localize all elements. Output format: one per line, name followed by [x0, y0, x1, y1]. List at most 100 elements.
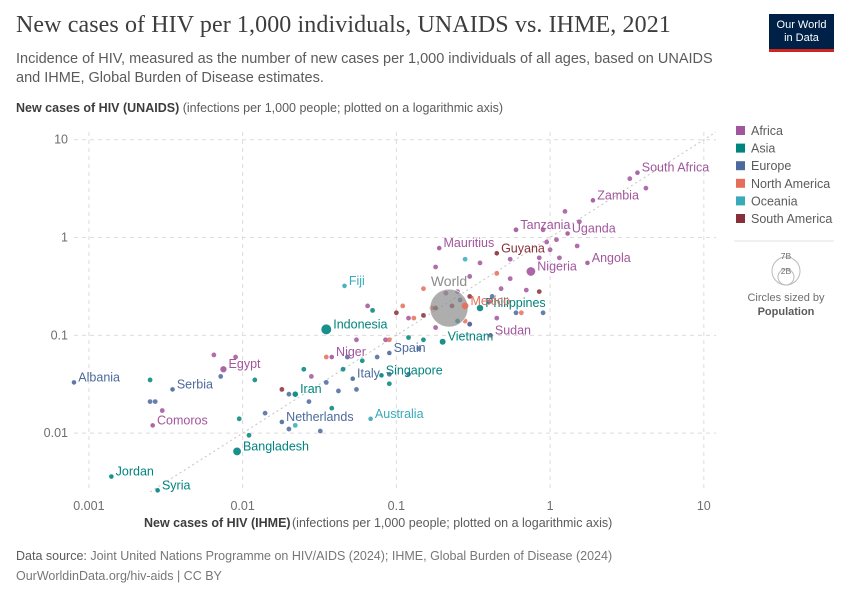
data-point[interactable] — [585, 260, 590, 266]
data-point[interactable] — [562, 209, 568, 214]
data-point[interactable] — [513, 227, 519, 233]
data-point[interactable] — [379, 373, 384, 378]
data-point[interactable] — [354, 337, 359, 343]
data-point[interactable] — [370, 307, 375, 313]
data-point[interactable] — [627, 176, 633, 182]
data-point[interactable] — [421, 312, 426, 318]
data-point[interactable] — [286, 426, 292, 432]
data-point[interactable] — [252, 377, 258, 383]
data-point[interactable] — [147, 399, 153, 405]
data-point[interactable] — [383, 337, 388, 343]
data-point[interactable] — [152, 399, 158, 405]
data-point[interactable] — [574, 243, 580, 249]
data-point[interactable] — [350, 376, 356, 382]
data-point[interactable] — [406, 371, 411, 377]
data-point[interactable] — [246, 432, 252, 438]
data-point[interactable] — [262, 410, 268, 416]
data-point[interactable] — [359, 358, 365, 364]
data-point[interactable] — [393, 310, 399, 316]
data-point[interactable] — [557, 255, 562, 261]
data-point[interactable] — [421, 286, 426, 292]
data-point[interactable] — [329, 354, 335, 360]
data-point[interactable] — [354, 386, 359, 392]
data-point[interactable] — [321, 324, 332, 335]
data-point[interactable] — [368, 416, 373, 422]
data-point[interactable] — [344, 354, 350, 360]
data-point[interactable] — [576, 219, 582, 225]
data-point[interactable] — [467, 321, 473, 327]
data-point[interactable] — [467, 294, 473, 299]
data-point[interactable] — [147, 377, 153, 383]
data-point[interactable] — [406, 315, 411, 321]
data-point[interactable] — [340, 366, 346, 372]
data-point[interactable] — [433, 264, 439, 270]
data-point[interactable] — [387, 350, 392, 356]
data-point[interactable] — [323, 354, 329, 360]
data-point[interactable] — [236, 416, 242, 422]
data-point[interactable] — [494, 270, 500, 276]
data-point[interactable] — [109, 474, 114, 479]
data-point[interactable] — [286, 391, 292, 397]
data-point[interactable] — [336, 388, 341, 394]
data-point[interactable] — [329, 405, 335, 411]
data-point[interactable] — [342, 283, 347, 289]
data-point[interactable] — [507, 256, 513, 262]
data-point[interactable] — [536, 289, 542, 295]
data-point[interactable] — [523, 287, 529, 293]
data-point[interactable] — [306, 399, 312, 405]
data-point[interactable] — [518, 310, 524, 316]
data-point[interactable] — [467, 274, 473, 279]
data-point[interactable] — [540, 227, 546, 233]
data-point[interactable] — [416, 346, 422, 352]
data-point[interactable] — [590, 198, 596, 203]
data-point[interactable] — [486, 299, 492, 305]
data-point[interactable] — [643, 185, 649, 191]
data-point[interactable] — [170, 387, 175, 392]
data-point[interactable] — [554, 237, 559, 243]
data-point[interactable] — [365, 303, 371, 309]
data-point[interactable] — [436, 245, 442, 251]
data-point[interactable] — [279, 386, 285, 392]
data-point[interactable] — [540, 310, 546, 316]
data-point[interactable] — [429, 288, 469, 328]
data-point[interactable] — [526, 267, 536, 276]
data-point[interactable] — [279, 419, 285, 425]
data-point[interactable] — [386, 337, 392, 343]
data-point[interactable] — [292, 391, 299, 398]
data-point[interactable] — [400, 303, 406, 309]
data-point[interactable] — [308, 374, 314, 379]
data-point[interactable] — [635, 170, 640, 176]
data-point[interactable] — [301, 366, 307, 372]
data-point[interactable] — [421, 337, 426, 343]
data-point[interactable] — [406, 335, 411, 340]
data-point[interactable] — [433, 325, 439, 330]
data-point[interactable] — [476, 304, 484, 312]
data-point[interactable] — [386, 371, 392, 377]
data-point[interactable] — [565, 231, 570, 236]
data-point[interactable] — [374, 354, 380, 360]
data-point[interactable] — [461, 302, 469, 310]
data-point[interactable] — [211, 352, 217, 358]
data-point[interactable] — [218, 374, 224, 379]
data-point[interactable] — [233, 354, 238, 360]
data-point[interactable] — [155, 488, 160, 493]
data-point[interactable] — [489, 294, 495, 299]
data-point[interactable] — [233, 447, 241, 456]
data-point[interactable] — [159, 408, 165, 413]
data-point[interactable] — [477, 260, 483, 266]
data-point[interactable] — [220, 366, 227, 373]
footer-url[interactable]: OurWorldinData.org/hiv-aids | CC BY — [16, 569, 222, 583]
data-point[interactable] — [498, 286, 504, 292]
data-point[interactable] — [71, 380, 77, 385]
data-point[interactable] — [513, 310, 519, 316]
owid-logo[interactable]: Our World in Data — [769, 14, 834, 52]
data-point[interactable] — [494, 250, 500, 256]
data-point[interactable] — [317, 428, 323, 434]
data-point[interactable] — [507, 276, 513, 282]
data-point[interactable] — [494, 315, 500, 321]
data-point[interactable] — [150, 423, 155, 428]
data-point[interactable] — [462, 256, 468, 262]
data-point[interactable] — [411, 315, 417, 321]
data-point[interactable] — [547, 247, 553, 253]
data-point[interactable] — [488, 333, 493, 338]
